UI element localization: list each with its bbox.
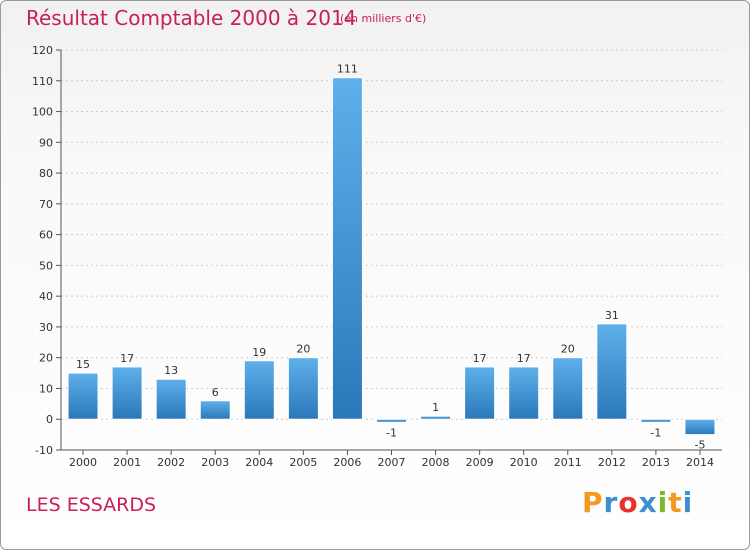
y-tick-label: 30 [39, 321, 53, 334]
data-label: 17 [517, 352, 531, 365]
data-label: 6 [212, 386, 219, 399]
bar [376, 418, 407, 423]
data-label: 19 [252, 346, 266, 359]
x-tick-label: 2006 [333, 456, 361, 469]
bar [684, 418, 716, 436]
x-tick-label: 2002 [157, 456, 185, 469]
data-label: 15 [76, 358, 90, 371]
y-tick-label: -10 [35, 444, 53, 457]
x-tick-label: 2010 [510, 456, 538, 469]
data-label: 17 [120, 352, 134, 365]
x-tick-label: 2007 [378, 456, 406, 469]
y-tick-label: 100 [32, 106, 53, 119]
bar [596, 323, 628, 420]
data-label: -1 [386, 426, 397, 439]
data-label: 20 [561, 343, 575, 356]
bar [640, 418, 672, 423]
y-tick-label: 40 [39, 290, 53, 303]
x-tick-label: 2014 [686, 456, 714, 469]
data-label: 31 [605, 309, 619, 322]
y-tick-label: 0 [46, 413, 53, 426]
bar [155, 378, 187, 420]
bar [67, 372, 99, 420]
y-tick-label: 10 [39, 382, 53, 395]
y-tick-label: 50 [39, 259, 53, 272]
y-tick-label: 90 [39, 136, 53, 149]
x-tick-label: 2012 [598, 456, 626, 469]
x-tick-label: 2013 [642, 456, 670, 469]
bar [287, 357, 319, 420]
data-label: 13 [164, 364, 178, 377]
bar [552, 357, 584, 420]
logo-letter: o [618, 486, 639, 519]
x-tick-label: 2011 [554, 456, 582, 469]
location-label: LES ESSARDS [26, 494, 157, 516]
logo-letter: x [638, 486, 658, 519]
bar [420, 415, 452, 420]
y-tick-label: 80 [39, 167, 53, 180]
x-tick-label: 2004 [245, 456, 273, 469]
bar [111, 366, 143, 420]
logo-letter: t [668, 486, 683, 519]
logo-letter: r [603, 486, 619, 519]
chart-title: Résultat Comptable 2000 à 2014 [26, 6, 357, 30]
bar [243, 360, 275, 420]
x-tick-label: 2000 [69, 456, 97, 469]
x-tick-label: 2008 [422, 456, 450, 469]
y-tick-label: 20 [39, 352, 53, 365]
y-tick-label: 70 [39, 198, 53, 211]
data-label: -1 [650, 426, 661, 439]
x-tick-label: 2005 [289, 456, 317, 469]
data-label: 111 [337, 63, 358, 76]
chart-subtitle: (en milliers d'€) [340, 12, 427, 25]
bar [331, 77, 363, 420]
logo-letter: i [682, 486, 694, 519]
y-tick-label: 110 [32, 75, 53, 88]
bar [199, 400, 231, 420]
logo-letter: P [582, 486, 604, 519]
data-label: 17 [473, 352, 487, 365]
x-tick-label: 2009 [466, 456, 494, 469]
data-label: 20 [296, 343, 310, 356]
proxiti-logo[interactable]: Proxiti [582, 486, 693, 519]
bar [508, 366, 540, 420]
data-label: 1 [432, 401, 439, 414]
bar [464, 366, 496, 420]
data-label: -5 [694, 439, 705, 452]
y-tick-label: 60 [39, 229, 53, 242]
logo-letter: i [657, 486, 669, 519]
y-tick-label: 120 [32, 44, 53, 57]
x-tick-label: 2003 [201, 456, 229, 469]
x-tick-label: 2001 [113, 456, 141, 469]
